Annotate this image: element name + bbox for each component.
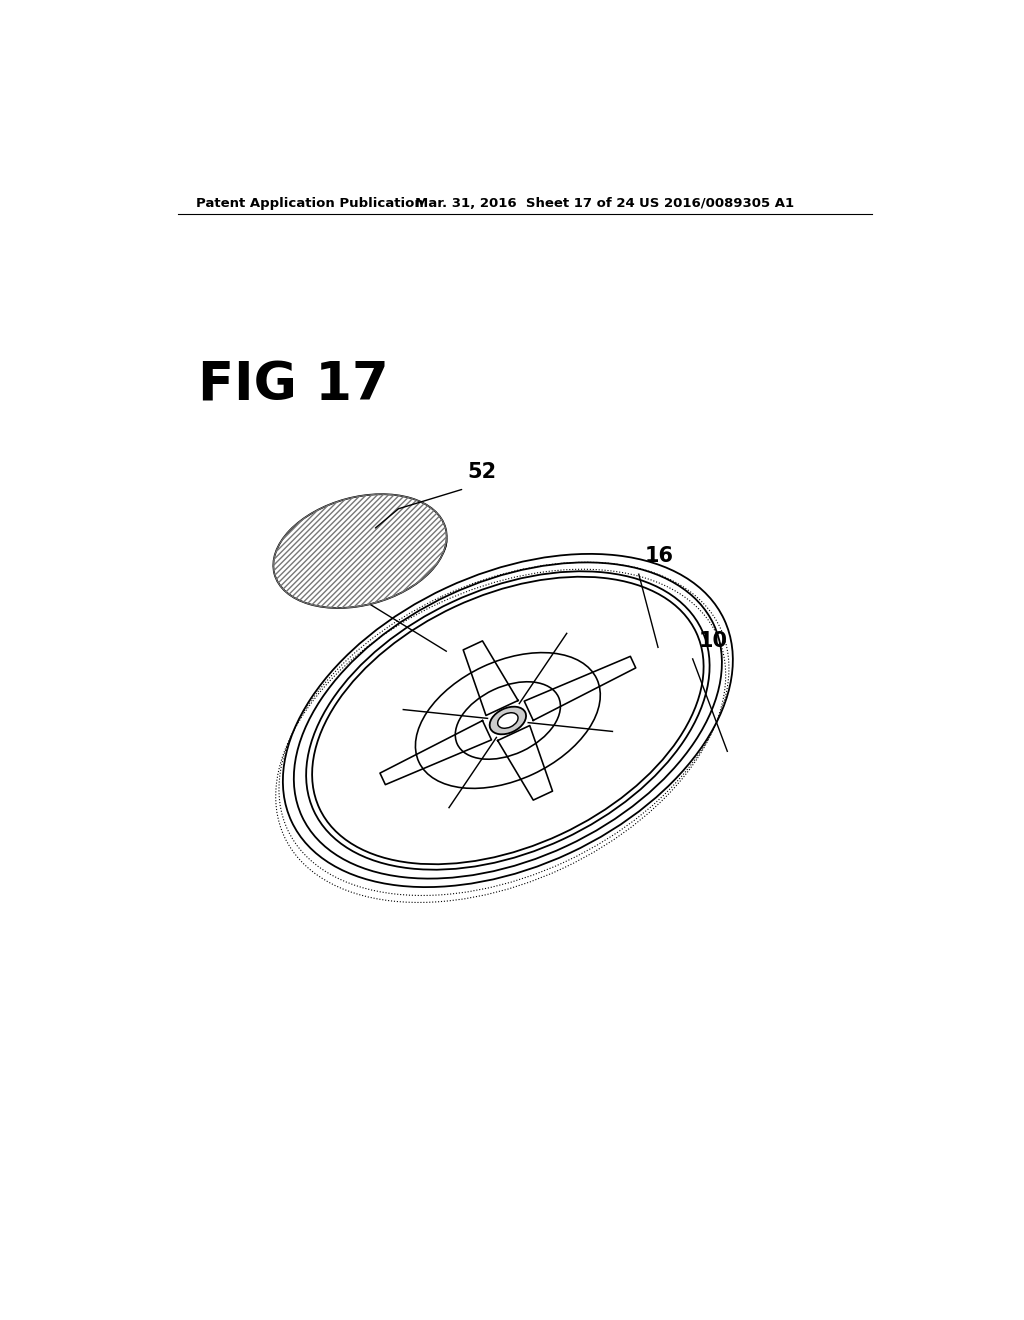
Text: FIG 17: FIG 17 [199,359,389,412]
Polygon shape [524,656,636,721]
Text: 16: 16 [645,546,674,566]
Ellipse shape [312,577,703,865]
Text: Patent Application Publication: Patent Application Publication [196,197,424,210]
Text: 52: 52 [468,462,497,482]
Text: Mar. 31, 2016  Sheet 17 of 24: Mar. 31, 2016 Sheet 17 of 24 [416,197,635,210]
Ellipse shape [489,706,526,734]
Text: 10: 10 [698,631,728,651]
Text: US 2016/0089305 A1: US 2016/0089305 A1 [639,197,794,210]
Polygon shape [380,721,492,784]
Ellipse shape [273,494,446,609]
Polygon shape [463,642,518,715]
Ellipse shape [498,713,518,729]
Polygon shape [498,726,553,800]
